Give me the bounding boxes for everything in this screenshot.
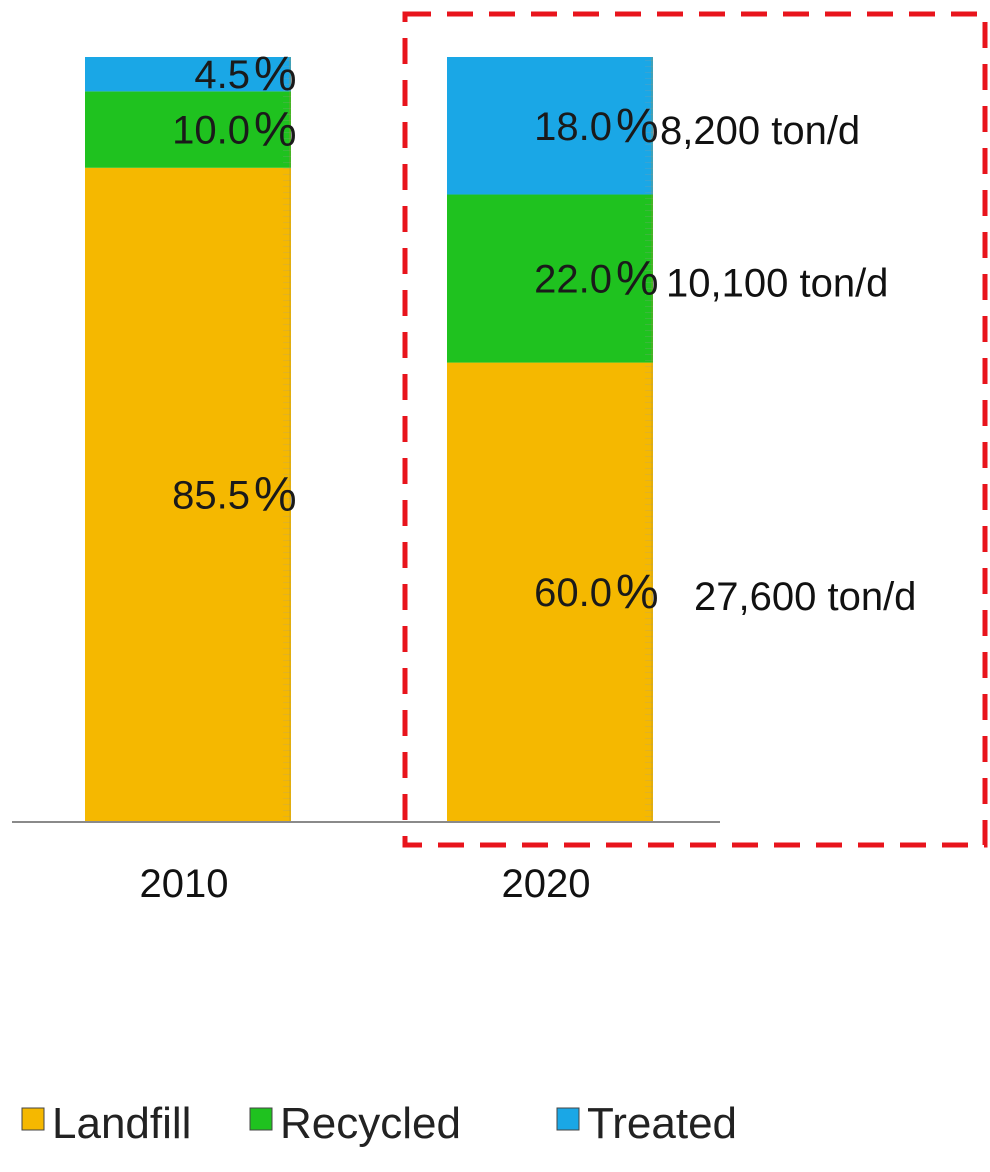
category-label-2010: 2010 bbox=[140, 862, 229, 906]
legend-swatch-landfill bbox=[21, 1107, 45, 1131]
bar-2020-treated-edge bbox=[645, 57, 653, 195]
bar-2010-recycled-edge bbox=[283, 91, 291, 168]
category-label-2020: 2020 bbox=[502, 862, 591, 906]
bar-2020-recycled-edge bbox=[645, 194, 653, 363]
legend-item-treated: Treated bbox=[556, 1099, 737, 1148]
pct-symbol-2020-recycled: % bbox=[616, 253, 659, 306]
pct-label-2010-recycled: 10.0 bbox=[172, 109, 250, 153]
legend-label-recycled: Recycled bbox=[280, 1099, 461, 1148]
legend-label-treated: Treated bbox=[587, 1099, 737, 1148]
bar-2010-recycled-edge-line bbox=[289, 91, 291, 168]
tons-label-2020-landfill: 27,600 ton/d bbox=[694, 575, 916, 619]
pct-symbol-2010-landfill: % bbox=[254, 468, 297, 521]
highlight-box-2020 bbox=[402, 11, 988, 848]
pct-label-2010-landfill: 85.5 bbox=[172, 473, 250, 517]
pct-symbol-2010-treated: % bbox=[254, 48, 297, 101]
pct-label-2020-landfill: 60.0 bbox=[534, 571, 612, 615]
bar-2010-recycled bbox=[85, 91, 291, 168]
pct-symbol-2020-landfill: % bbox=[616, 566, 659, 619]
legend-item-recycled: Recycled bbox=[249, 1099, 461, 1148]
bar-2010-landfill-edge bbox=[283, 167, 291, 821]
legend-item-landfill: Landfill bbox=[21, 1099, 191, 1148]
bar-2020-landfill bbox=[447, 362, 653, 821]
bar-2010-landfill-edge-line bbox=[289, 167, 291, 821]
bar-2010-treated-edge-line bbox=[289, 57, 291, 92]
pct-symbol-2010-recycled: % bbox=[254, 104, 297, 157]
legend-swatch-treated bbox=[556, 1107, 580, 1131]
tons-label-2020-treated: 8,200 ton/d bbox=[660, 109, 860, 153]
bar-2020-landfill-edge bbox=[645, 362, 653, 821]
bar-2010-treated-edge bbox=[283, 57, 291, 92]
legend-label-landfill: Landfill bbox=[52, 1099, 191, 1148]
pct-label-2010-treated: 4.5 bbox=[194, 53, 250, 97]
pct-label-2020-treated: 18.0 bbox=[534, 105, 612, 149]
tons-label-2020-recycled: 10,100 ton/d bbox=[666, 262, 888, 306]
bar-2020-treated bbox=[447, 57, 653, 195]
pct-symbol-2020-treated: % bbox=[616, 100, 659, 153]
bar-2020-recycled-edge-line bbox=[651, 194, 653, 363]
legend-swatch-recycled bbox=[249, 1107, 273, 1131]
pct-label-2020-recycled: 22.0 bbox=[534, 258, 612, 302]
bar-2010-landfill bbox=[85, 167, 291, 821]
bar-2020-landfill-edge-line bbox=[651, 362, 653, 821]
bar-2020-recycled bbox=[447, 194, 653, 363]
bar-2010-treated bbox=[85, 57, 291, 92]
bar-2020-treated-edge-line bbox=[651, 57, 653, 195]
